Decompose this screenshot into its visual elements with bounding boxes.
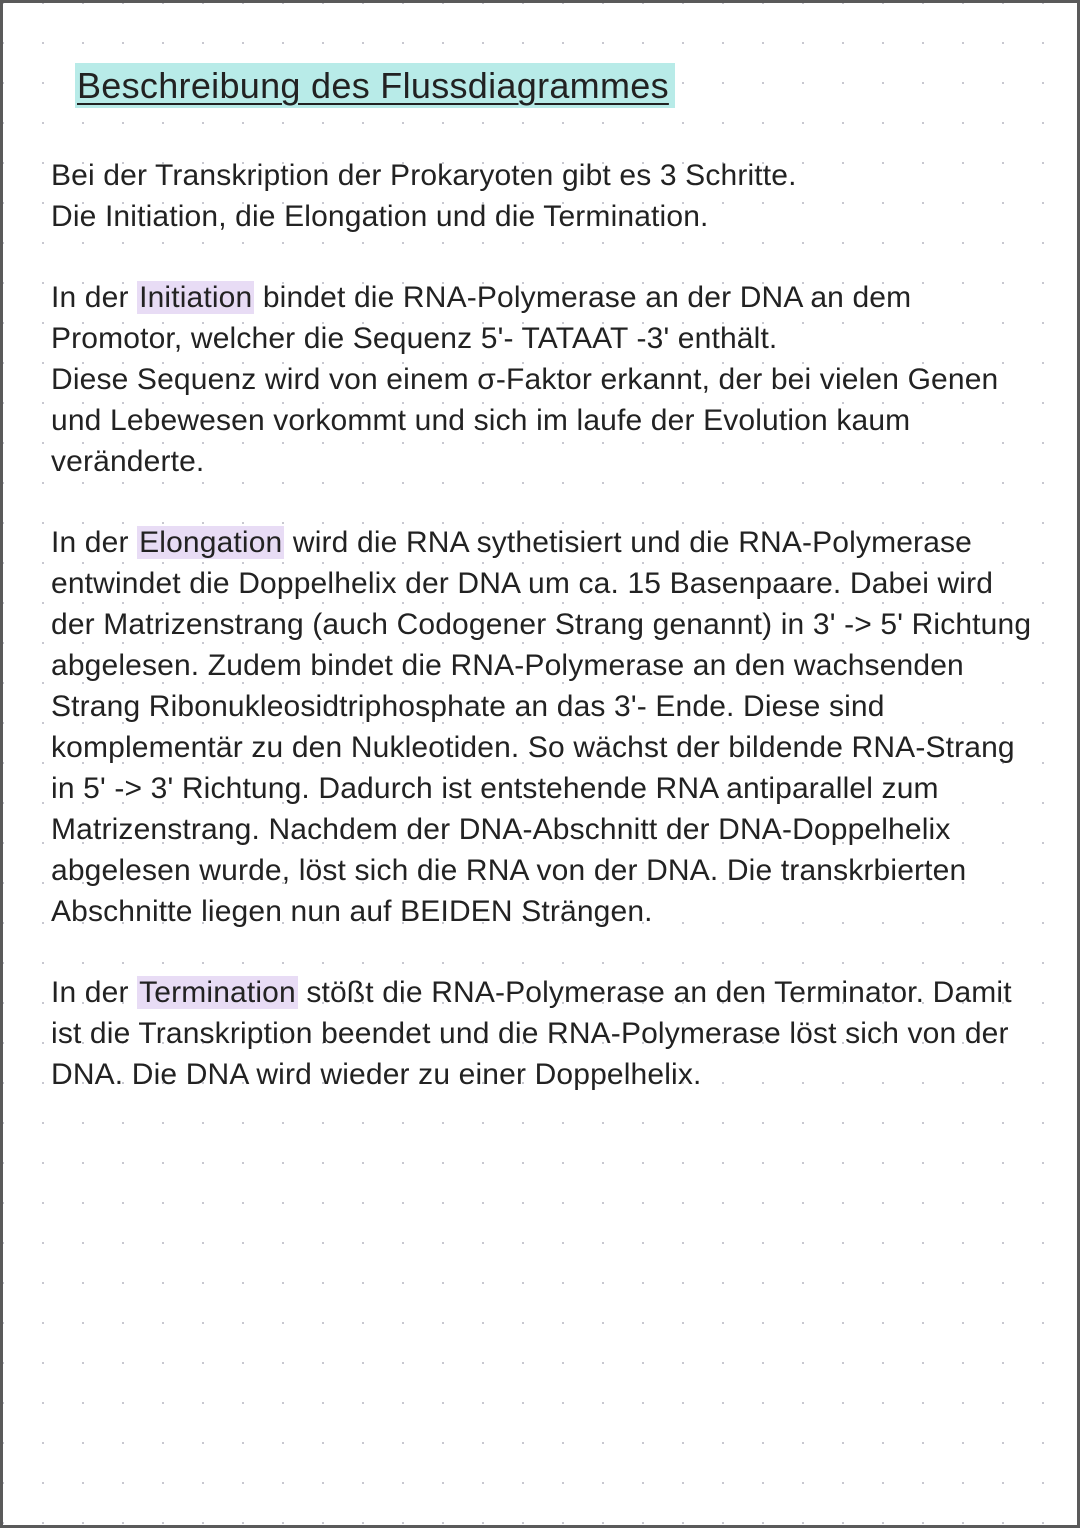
elongation-highlight: Elongation bbox=[137, 526, 284, 559]
termination-paragraph: In der Termination stößt die RNA-Polymer… bbox=[51, 972, 1037, 1095]
elongation-pre: In der bbox=[51, 526, 137, 559]
intro-line-1: Bei der Transkription der Prokaryoten gi… bbox=[51, 159, 797, 192]
note-page: Beschreibung des Flussdiagrammes Bei der… bbox=[0, 0, 1080, 1528]
title-container: Beschreibung des Flussdiagrammes bbox=[75, 65, 1037, 107]
initiation-highlight: Initiation bbox=[137, 281, 254, 314]
initiation-paragraph: In der Initiation bindet die RNA-Polymer… bbox=[51, 277, 1037, 482]
termination-pre: In der bbox=[51, 976, 137, 1009]
intro-line-2: Die Initiation, die Elongation und die T… bbox=[51, 200, 709, 233]
elongation-post: wird die RNA sythetisiert und die RNA-Po… bbox=[51, 526, 1031, 928]
initiation-line-2: Diese Sequenz wird von einem σ-Faktor er… bbox=[51, 363, 998, 478]
termination-highlight: Termination bbox=[137, 976, 298, 1009]
page-title: Beschreibung des Flussdiagrammes bbox=[75, 63, 675, 108]
elongation-paragraph: In der Elongation wird die RNA sythetisi… bbox=[51, 522, 1037, 932]
intro-paragraph: Bei der Transkription der Prokaryoten gi… bbox=[51, 155, 1037, 237]
initiation-pre: In der bbox=[51, 281, 137, 314]
